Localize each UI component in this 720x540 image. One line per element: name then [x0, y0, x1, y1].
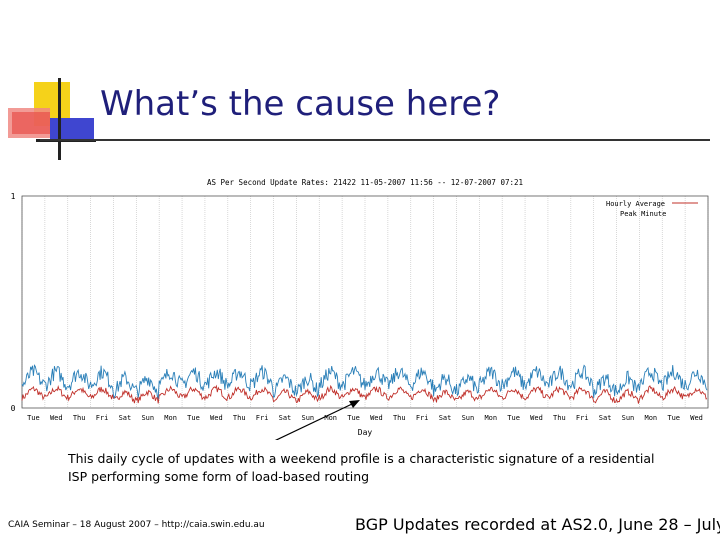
x-tick-label: Thu [393, 414, 406, 422]
y-tick-top: 1 [11, 192, 16, 201]
x-tick-label: Wed [370, 414, 383, 422]
series-layer [21, 364, 708, 404]
chart-title: AS Per Second Update Rates: 21422 11-05-… [207, 178, 523, 187]
x-tick-label: Mon [164, 414, 177, 422]
x-tick-label: Thu [233, 414, 246, 422]
x-tick-label: Sat [599, 414, 612, 422]
x-tick-label: Fri [96, 414, 109, 422]
x-tick-label: Tue [507, 414, 520, 422]
x-tick-label: Mon [645, 414, 658, 422]
legend-label-peak: Peak Minute [620, 210, 666, 218]
footer-caption: BGP Updates recorded at AS2.0, June 28 –… [355, 515, 720, 534]
logo-red-bar-edge [12, 112, 50, 134]
x-tick-label: Sat [279, 414, 292, 422]
bgp-update-chart: AS Per Second Update Rates: 21422 11-05-… [11, 178, 709, 440]
x-tick-label: Sat [119, 414, 132, 422]
logo-blue-square [50, 118, 94, 140]
x-tick-label: Tue [667, 414, 680, 422]
x-tick-label: Tue [347, 414, 360, 422]
x-tick-label: Wed [530, 414, 543, 422]
x-tick-label: Sat [439, 414, 452, 422]
annotation-text: This daily cycle of updates with a weeke… [68, 450, 668, 486]
x-tick-label: Sun [302, 414, 315, 422]
x-tick-label: Thu [73, 414, 86, 422]
x-tick-label: Sun [462, 414, 475, 422]
y-tick-bottom: 0 [11, 404, 16, 413]
x-tick-label: Mon [324, 414, 337, 422]
logo-vertical-line [58, 78, 61, 160]
x-tick-label: Fri [256, 414, 269, 422]
annotation-line-1: This daily cycle of updates with a weeke… [68, 451, 655, 466]
annotation-arrow [274, 400, 360, 440]
legend: Hourly Average Peak Minute [606, 200, 698, 218]
legend-label-hourly: Hourly Average [606, 200, 665, 208]
x-tick-label: Tue [187, 414, 200, 422]
slide-title: What’s the cause here? [100, 84, 501, 124]
x-tick-label: Wed [210, 414, 223, 422]
x-tick-label: Wed [690, 414, 703, 422]
slide-logo [0, 0, 110, 170]
x-tick-label: Tue [27, 414, 40, 422]
x-tick-label: Fri [416, 414, 429, 422]
x-tick-label: Sun [141, 414, 154, 422]
footer-seminar: CAIA Seminar – 18 August 2007 – http://c… [8, 520, 265, 530]
x-axis-label: Day [358, 428, 373, 437]
x-tick-label: Fri [576, 414, 589, 422]
x-tick-labels: Tue Wed Thu Fri Sat Sun Mon Tue Wed Thu Fri Sat Sun M… [27, 414, 703, 422]
plot-area [21, 195, 709, 409]
x-tick-label: Mon [484, 414, 497, 422]
chart-grid [21, 196, 709, 408]
title-divider [40, 139, 710, 141]
x-tick-label: Thu [553, 414, 566, 422]
x-tick-label: Wed [50, 414, 63, 422]
annotation-line-2: ISP performing some form of load-based r… [68, 469, 370, 484]
series-line-peak-minute [21, 384, 708, 404]
x-tick-label: Sun [622, 414, 635, 422]
series-line-hourly-average [21, 364, 708, 400]
